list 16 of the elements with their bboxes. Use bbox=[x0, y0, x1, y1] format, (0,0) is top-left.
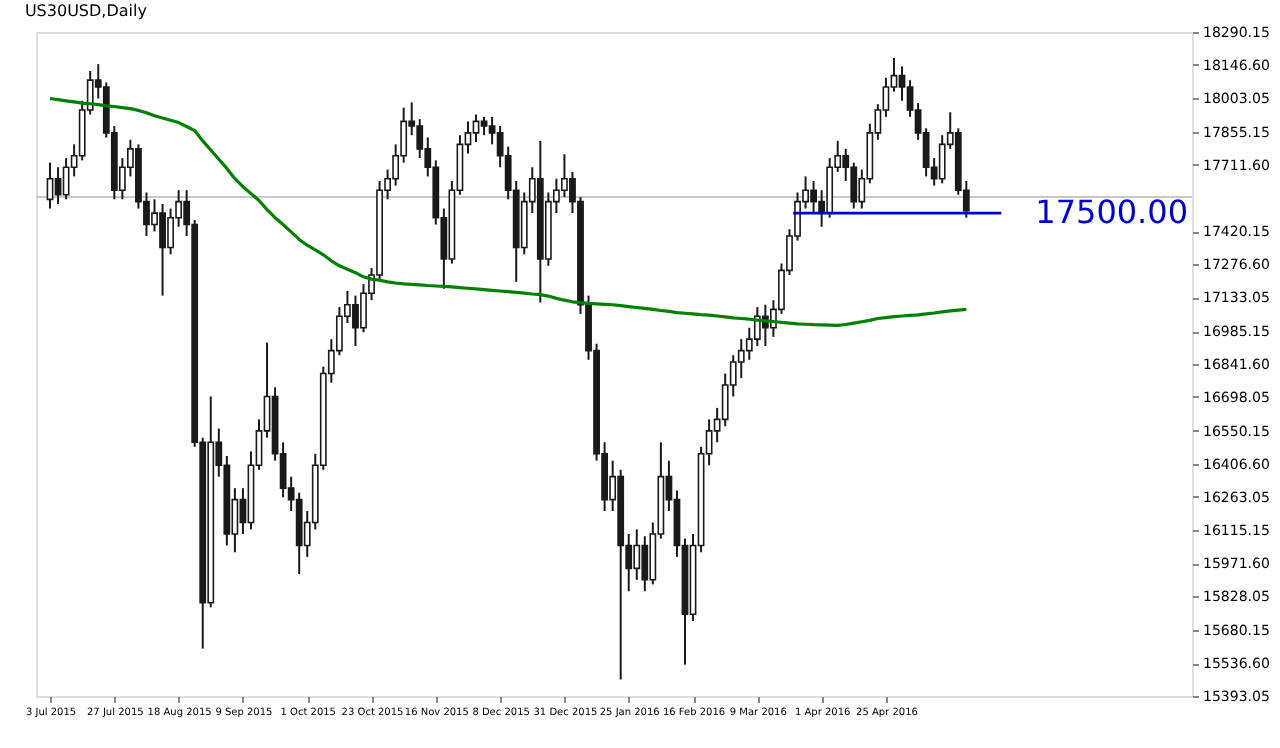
candlestick bbox=[826, 157, 834, 219]
candlestick bbox=[641, 535, 649, 593]
candlestick bbox=[159, 202, 166, 297]
candlestick bbox=[295, 491, 303, 576]
candlestick bbox=[62, 157, 70, 201]
candlestick bbox=[167, 207, 174, 256]
candlestick bbox=[753, 306, 761, 348]
candlestick bbox=[352, 294, 359, 348]
ref-line-label: 17500.00 bbox=[1035, 193, 1188, 232]
candlestick bbox=[480, 115, 488, 137]
candlestick bbox=[633, 528, 641, 581]
candlestick bbox=[54, 166, 62, 205]
candlestick bbox=[561, 153, 568, 199]
candlestick bbox=[472, 113, 480, 144]
chart-title: US30USD,Daily bbox=[24, 2, 148, 20]
candlestick bbox=[810, 180, 817, 215]
